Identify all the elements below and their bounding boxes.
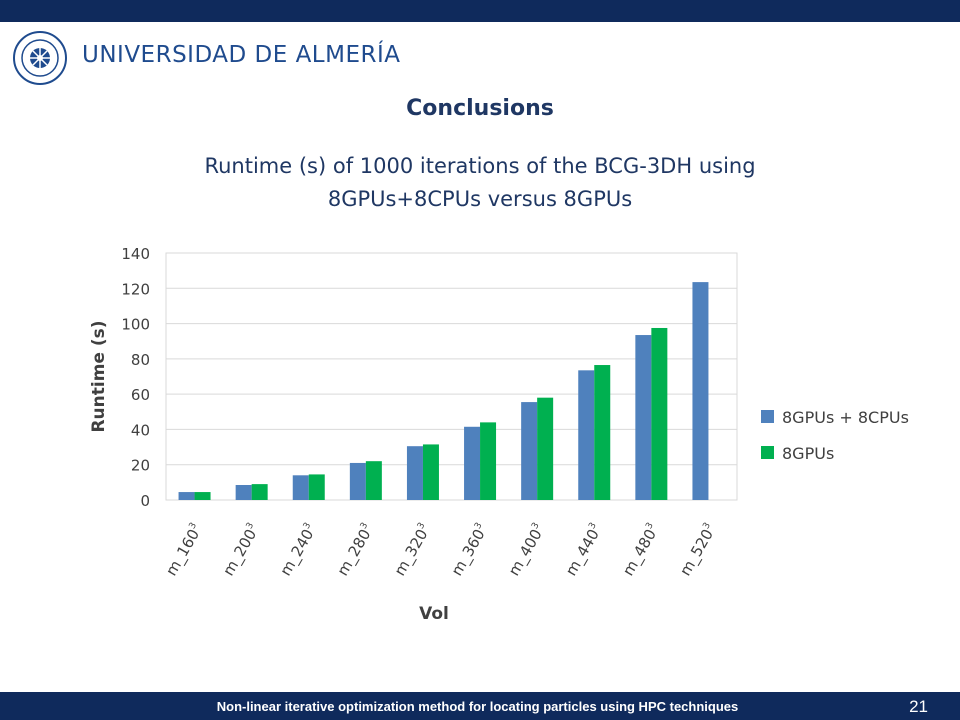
legend-swatch	[761, 410, 774, 423]
bar-gpus-m400	[537, 397, 554, 500]
y-tick-label: 60	[131, 386, 150, 404]
x-tick-superscript: 3	[416, 521, 428, 531]
bar-gpus-cpus-m360	[464, 426, 481, 500]
bar-gpus-m440	[594, 365, 611, 500]
bar-gpus-m200	[251, 484, 268, 500]
slide-title: Runtime (s) of 1000 iterations of the BC…	[120, 150, 840, 216]
page-number: 21	[909, 697, 928, 716]
x-tick-superscript: 3	[473, 521, 485, 531]
university-logo: UNIVERSIDAD DE ALMERÍA	[12, 30, 400, 86]
slide-title-line-1: Runtime (s) of 1000 iterations of the BC…	[204, 154, 756, 178]
x-axis-label: Vol	[419, 604, 449, 624]
x-tick-superscript: 3	[245, 521, 257, 531]
x-tick-label: m_3203	[391, 521, 436, 579]
bar-gpus-m320	[422, 444, 439, 500]
top-bar	[0, 0, 960, 22]
bar-gpus-cpus-m280	[349, 462, 366, 500]
university-seal-icon	[13, 31, 67, 85]
x-tick-superscript: 3	[644, 521, 656, 531]
bar-gpus-cpus-m240	[292, 475, 309, 500]
y-tick-label: 120	[121, 280, 150, 298]
x-tick-superscript: 3	[701, 521, 713, 531]
footer-text: Non-linear iterative optimization method…	[216, 699, 739, 714]
runtime-bar-chart: 0 20 40 60 80 100 120 140 Runtime (s) m_1603 m_200…	[89, 245, 909, 624]
bar-gpus-cpus-m520	[692, 282, 709, 500]
y-tick-label: 20	[131, 457, 150, 475]
x-tick-label: m_4003	[505, 521, 550, 579]
x-tick-label: m_5203	[676, 521, 721, 579]
y-tick-label: 0	[140, 492, 150, 510]
x-tick-label: m_4803	[619, 521, 664, 579]
legend-swatch	[761, 446, 774, 459]
x-tick-label: m_2403	[276, 521, 321, 579]
legend-label: 8GPUs + 8CPUs	[782, 408, 909, 427]
x-tick-superscript: 3	[359, 521, 371, 531]
x-tick-label: m_1603	[162, 521, 207, 579]
university-name: UNIVERSIDAD DE ALMERÍA	[82, 42, 401, 68]
x-tick-superscript: 3	[530, 521, 542, 531]
bar-gpus-m240	[308, 474, 325, 500]
bar-gpus-m480	[651, 327, 668, 500]
x-tick-superscript: 3	[302, 521, 314, 531]
bar-gpus-cpus-m480	[635, 335, 652, 500]
y-tick-label: 40	[131, 421, 150, 439]
x-tick-label: m_4403	[562, 521, 607, 579]
bar-gpus-cpus-m440	[578, 370, 595, 500]
y-tick-label: 80	[131, 351, 150, 369]
bar-gpus-cpus-m160	[178, 492, 195, 500]
y-tick-label: 100	[121, 316, 150, 334]
section-title: Conclusions	[406, 96, 554, 121]
y-axis-label: Runtime (s)	[89, 320, 109, 432]
x-tick-label: m_3603	[448, 521, 493, 579]
bar-gpus-m280	[365, 461, 382, 500]
x-tick-label: m_2003	[219, 521, 264, 579]
bar-gpus-m360	[480, 422, 497, 500]
bar-gpus-m160	[194, 492, 211, 500]
slide-title-line-2: 8GPUs+8CPUs versus 8GPUs	[327, 187, 633, 211]
x-tick-label: m_2803	[333, 521, 378, 579]
legend-label: 8GPUs	[782, 444, 834, 463]
bar-gpus-cpus-m400	[521, 402, 538, 500]
footer-bar: Non-linear iterative optimization method…	[0, 692, 960, 720]
bar-gpus-cpus-m200	[235, 485, 252, 500]
x-tick-superscript: 3	[188, 521, 200, 531]
bar-gpus-cpus-m320	[406, 446, 423, 500]
y-tick-label: 140	[121, 245, 150, 263]
x-tick-superscript: 3	[587, 521, 599, 531]
